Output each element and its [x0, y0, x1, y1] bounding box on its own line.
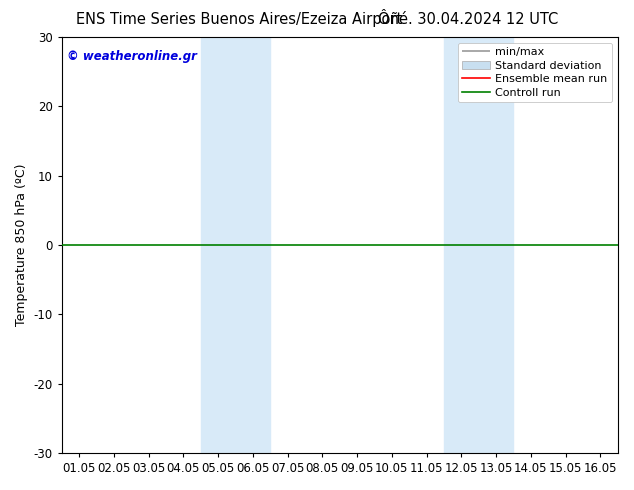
- Y-axis label: Temperature 850 hPa (ºC): Temperature 850 hPa (ºC): [15, 164, 28, 326]
- Bar: [444, 37, 514, 453]
- Text: Ôñé. 30.04.2024 12 UTC: Ôñé. 30.04.2024 12 UTC: [378, 12, 558, 27]
- Legend: min/max, Standard deviation, Ensemble mean run, Controll run: min/max, Standard deviation, Ensemble me…: [458, 43, 612, 102]
- Text: © weatheronline.gr: © weatheronline.gr: [67, 49, 197, 63]
- Bar: [201, 37, 270, 453]
- Text: ENS Time Series Buenos Aires/Ezeiza Airport: ENS Time Series Buenos Aires/Ezeiza Airp…: [76, 12, 403, 27]
